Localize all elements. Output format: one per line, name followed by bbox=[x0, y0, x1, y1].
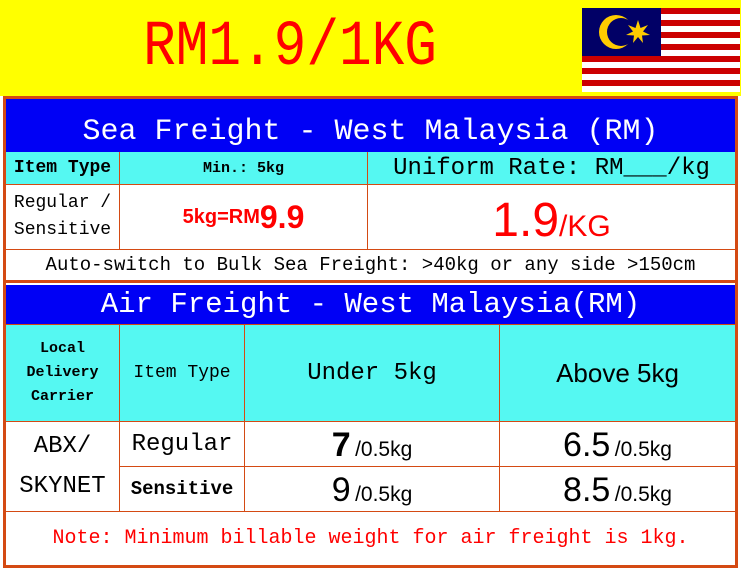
sea-rate-value: 1.9 bbox=[492, 194, 560, 247]
air-col-item-type: Item Type bbox=[120, 325, 245, 422]
malaysia-flag-icon bbox=[582, 8, 740, 92]
air-col-under: Under 5kg bbox=[245, 325, 500, 422]
sea-min-charge: 5kg=RM 9.9 bbox=[120, 185, 368, 250]
air-col-carrier: Local Delivery Carrier bbox=[6, 325, 120, 422]
air-under-rate: 9 /0.5kg bbox=[245, 467, 500, 512]
sea-col-min: Min.: 5kg bbox=[120, 152, 368, 185]
rate-unit: /0.5kg bbox=[355, 438, 413, 461]
rate-unit: /0.5kg bbox=[614, 438, 672, 461]
sea-row-type: Regular / Sensitive bbox=[6, 185, 120, 250]
flag-stripe bbox=[582, 62, 740, 68]
rate-unit: /0.5kg bbox=[355, 483, 413, 506]
flag-stripe bbox=[582, 80, 740, 86]
air-under-rate: 7 /0.5kg bbox=[245, 422, 500, 467]
sea-freight-title: Sea Freight - West Malaysia (RM) bbox=[6, 99, 735, 152]
rate-unit: /0.5kg bbox=[614, 483, 672, 506]
air-carrier: ABX/ SKYNET bbox=[6, 422, 120, 512]
price-headline: RM1.9/1KG bbox=[143, 12, 437, 84]
air-row-type: Sensitive bbox=[120, 467, 245, 512]
rate-value: 7 bbox=[331, 426, 351, 464]
flag-stripe bbox=[582, 56, 740, 62]
rate-value: 8.5 bbox=[563, 471, 611, 509]
flag-stripe bbox=[582, 68, 740, 74]
flag-stripe bbox=[582, 74, 740, 80]
air-freight-title: Air Freight - West Malaysia(RM) bbox=[6, 285, 735, 325]
min-charge-value: 9.9 bbox=[259, 198, 305, 235]
rate-value: 6.5 bbox=[563, 426, 611, 464]
air-above-rate: 8.5 /0.5kg bbox=[500, 467, 735, 512]
min-charge-label: 5kg=RM bbox=[182, 205, 260, 228]
air-col-above: Above 5kg bbox=[500, 325, 735, 422]
sea-rate-unit: /KG bbox=[559, 210, 611, 243]
air-row-type: Regular bbox=[120, 422, 245, 467]
rate-value: 9 bbox=[331, 471, 351, 509]
air-above-rate: 6.5 /0.5kg bbox=[500, 422, 735, 467]
flag-stripe bbox=[582, 86, 740, 92]
air-min-weight-note: Note: Minimum billable weight for air fr… bbox=[52, 527, 689, 550]
sea-rate: 1.9/KG bbox=[368, 185, 735, 250]
sea-col-item-type: Item Type bbox=[6, 152, 120, 185]
bulk-sea-note: Auto-switch to Bulk Sea Freight: >40kg o… bbox=[6, 250, 735, 283]
sea-col-rate: Uniform Rate: RM___/kg bbox=[368, 152, 735, 185]
